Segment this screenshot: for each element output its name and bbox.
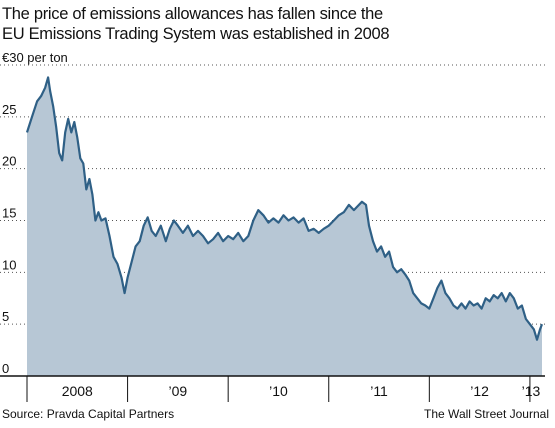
x-axis-labels: 2008 ’09 ’10 ’11 ’12 ’13 — [62, 383, 541, 399]
price-line — [25, 76, 544, 341]
chart-title-line-2: EU Emissions Trading System was establis… — [2, 25, 390, 43]
x-tick-label: ’10 — [269, 383, 288, 399]
price-area — [27, 77, 542, 377]
chart-title: The price of emissions allowances has fa… — [2, 4, 552, 44]
x-tick-label: ’12 — [470, 383, 489, 399]
y-tick-label: 15 — [2, 206, 16, 221]
x-tick-label: 2008 — [62, 383, 93, 399]
y-tick-label: €30 per ton — [2, 50, 68, 65]
chart-title-line-1: The price of emissions allowances has fa… — [2, 5, 383, 23]
y-tick-label: 20 — [2, 154, 16, 169]
source-note: Source: Pravda Capital Partners — [2, 407, 175, 421]
y-tick-label: 5 — [2, 309, 9, 324]
publisher-credit: The Wall Street Journal — [424, 407, 549, 421]
y-axis-labels: €30 per ton 25 20 15 10 5 0 — [2, 50, 68, 376]
x-tick-label: ’11 — [370, 383, 388, 399]
x-axis-ticks — [26, 376, 531, 402]
y-tick-label: 0 — [2, 361, 9, 376]
x-tick-label: ’13 — [522, 383, 541, 399]
y-tick-label: 25 — [2, 102, 16, 117]
y-tick-label: 10 — [2, 257, 16, 272]
x-tick-label: ’09 — [169, 383, 188, 399]
